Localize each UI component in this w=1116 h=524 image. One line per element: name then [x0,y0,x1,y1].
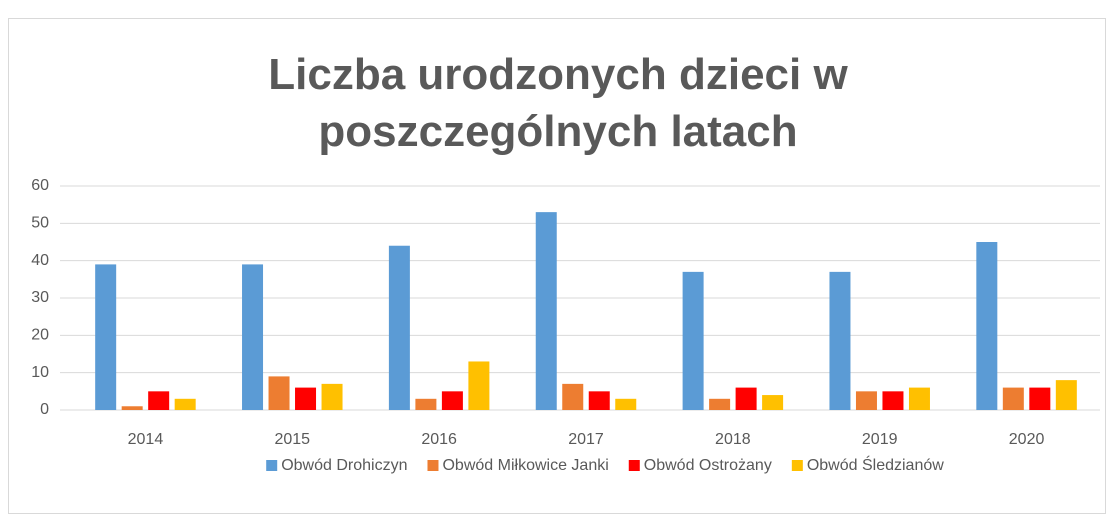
bar [976,242,998,410]
legend-label: Obwód Drohiczyn [281,457,407,474]
bar [121,406,143,410]
bar [562,383,584,410]
x-tick-label: 2020 [1009,431,1045,448]
legend-swatch [427,460,439,471]
bar [762,395,784,410]
bar [829,271,851,410]
bar [855,391,877,410]
bar [882,391,904,410]
x-tick-label: 2016 [421,431,457,448]
bar [735,387,757,410]
chart-border [8,18,1106,514]
x-tick-label: 2014 [128,431,164,448]
bar [588,391,610,410]
bar [95,264,117,410]
bar [468,361,490,410]
bar [415,398,437,410]
bar [709,398,731,410]
y-tick-label: 60 [31,177,49,194]
bar [535,212,557,410]
y-tick-label: 0 [40,401,49,418]
bar [242,264,264,410]
bar [295,387,317,410]
legend-label: Obwód Miłkowice Janki [442,457,608,474]
bar [908,387,930,410]
bar [321,383,343,410]
legend-label: Obwód Śledzianów [807,455,944,474]
bar [174,398,196,410]
bar [148,391,170,410]
x-tick-label: 2018 [715,431,751,448]
y-tick-label: 10 [31,364,49,381]
x-tick-label: 2015 [274,431,310,448]
y-tick-label: 30 [31,289,49,306]
legend-label: Obwód Ostrożany [644,457,772,474]
x-tick-label: 2019 [862,431,898,448]
bar [682,271,704,410]
bar [615,398,637,410]
legend-swatch [266,460,278,471]
bar [1055,380,1077,410]
chart-title: Liczba urodzonych dzieci w poszczególnyc… [268,50,848,156]
legend-swatch [791,460,803,471]
legend-swatch [628,460,640,471]
bar [268,376,290,410]
bar [1029,387,1051,410]
x-tick-label: 2017 [568,431,604,448]
bar [388,245,410,410]
bar [441,391,463,410]
y-tick-label: 40 [31,252,49,269]
y-tick-label: 50 [31,215,49,232]
bar [1002,387,1024,410]
y-tick-label: 20 [31,327,49,344]
